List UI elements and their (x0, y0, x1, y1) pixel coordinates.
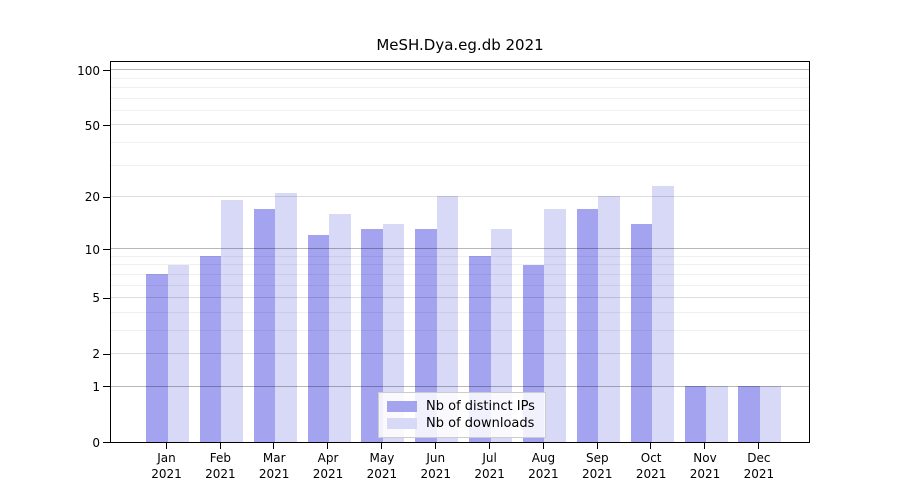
bar-downloads-dec (759, 386, 782, 442)
y-tick-mark (103, 297, 110, 299)
legend-label-downloads: Nb of downloads (426, 416, 535, 432)
gridline-minor (111, 164, 809, 166)
gridlines-layer (111, 62, 809, 442)
bar-downloads-may (382, 223, 405, 442)
x-tick-mark-may (381, 443, 383, 449)
y-tick-mark (103, 442, 110, 444)
bar-distinct-ips-apr (307, 235, 330, 442)
bar-downloads-mar (275, 192, 297, 442)
gridline-minor (111, 141, 809, 143)
y-tick-label-5: 5 (92, 291, 100, 306)
x-tick-label-aug: Aug 2021 (528, 451, 559, 481)
x-tick-mark-nov (704, 443, 706, 449)
legend-entry-downloads: Nb of downloads (387, 416, 537, 431)
x-tick-mark-oct (650, 443, 652, 449)
gridline-major (111, 352, 809, 354)
gridline-power10 (111, 385, 809, 387)
bar-distinct-ips-nov (684, 386, 706, 442)
x-tick-mark-jun (434, 443, 436, 449)
bar-distinct-ips-jan (146, 274, 168, 442)
x-tick-label-jun: Jun 2021 (420, 451, 452, 481)
plot-area: Nb of distinct IPs Nb of downloads (110, 61, 810, 443)
x-tick-mark-aug (542, 443, 544, 449)
y-tick-label-2: 2 (92, 347, 100, 362)
bar-distinct-ips-sep (576, 208, 599, 442)
bar-downloads-feb (221, 200, 243, 442)
bar-distinct-ips-mar (253, 208, 276, 442)
y-tick-label-100: 100 (77, 63, 100, 78)
gridline-power10 (111, 248, 809, 250)
legend: Nb of distinct IPs Nb of downloads (378, 392, 546, 438)
y-tick-mark (103, 353, 110, 355)
gridline-minor (111, 77, 809, 79)
x-tick-label-mar: Mar 2021 (258, 451, 290, 481)
bar-distinct-ips-oct (630, 223, 653, 442)
x-tick-mark-apr (327, 443, 329, 449)
x-tick-mark-mar (273, 443, 275, 449)
gridline-minor (111, 109, 809, 111)
bar-distinct-ips-jun (415, 229, 437, 442)
y-tick-label-10: 10 (84, 242, 100, 257)
x-tick-label-may: May 2021 (366, 451, 398, 481)
legend-swatch-distinct-ips (387, 400, 417, 412)
gridline-major (111, 195, 809, 197)
gridline-major (111, 297, 809, 298)
gridline-minor (111, 264, 809, 266)
gridline-minor (111, 284, 809, 286)
gridline-minor (111, 87, 809, 89)
x-tick-mark-feb (219, 443, 221, 449)
y-tick-mark (103, 125, 110, 127)
x-tick-label-oct: Oct 2021 (635, 451, 667, 481)
legend-swatch-downloads (387, 418, 417, 430)
gridline-minor (111, 255, 809, 257)
bar-downloads-aug (544, 208, 566, 442)
x-tick-label-nov: Nov 2021 (689, 451, 721, 481)
x-tick-label-sep: Sep 2021 (582, 451, 613, 481)
x-tick-mark-dec (758, 443, 760, 449)
bar-downloads-oct (652, 185, 674, 442)
x-tick-label-jul: Jul 2021 (474, 451, 505, 481)
y-tick-label-1: 1 (92, 380, 100, 395)
y-tick-mark (103, 69, 110, 71)
bar-downloads-jan (167, 264, 189, 442)
x-tick-mark-jul (488, 443, 490, 449)
gridline-minor (111, 273, 809, 275)
x-tick-label-apr: Apr 2021 (312, 451, 344, 481)
x-tick-label-jan: Jan 2021 (151, 451, 182, 481)
bar-downloads-jun (436, 196, 459, 442)
bar-distinct-ips-may (361, 229, 383, 442)
gridline-minor (111, 97, 809, 99)
bar-distinct-ips-dec (738, 386, 760, 442)
chart-title: MeSH.Dya.eg.db 2021 (376, 36, 544, 54)
bar-downloads-apr (329, 213, 351, 442)
gridline-minor (111, 329, 809, 331)
y-tick-mark (103, 386, 110, 388)
y-tick-label-20: 20 (84, 190, 100, 205)
gridline-major (111, 124, 809, 126)
legend-entry-distinct-ips: Nb of distinct IPs (387, 399, 537, 414)
x-tick-mark-jan (165, 443, 167, 449)
legend-label-distinct-ips: Nb of distinct IPs (426, 398, 535, 414)
gridline-minor (111, 311, 809, 313)
bar-downloads-sep (598, 196, 620, 442)
bar-distinct-ips-feb (199, 256, 222, 442)
x-tick-label-feb: Feb 2021 (205, 451, 236, 481)
gridline-power10 (111, 69, 809, 71)
bar-downloads-jul (490, 229, 513, 442)
x-tick-label-dec: Dec 2021 (743, 451, 775, 481)
y-tick-label-0: 0 (92, 436, 100, 450)
y-tick-label-50: 50 (84, 118, 100, 133)
x-tick-mark-sep (596, 443, 598, 449)
y-tick-mark (103, 196, 110, 198)
bar-downloads-nov (706, 386, 728, 442)
y-tick-mark (103, 248, 110, 250)
